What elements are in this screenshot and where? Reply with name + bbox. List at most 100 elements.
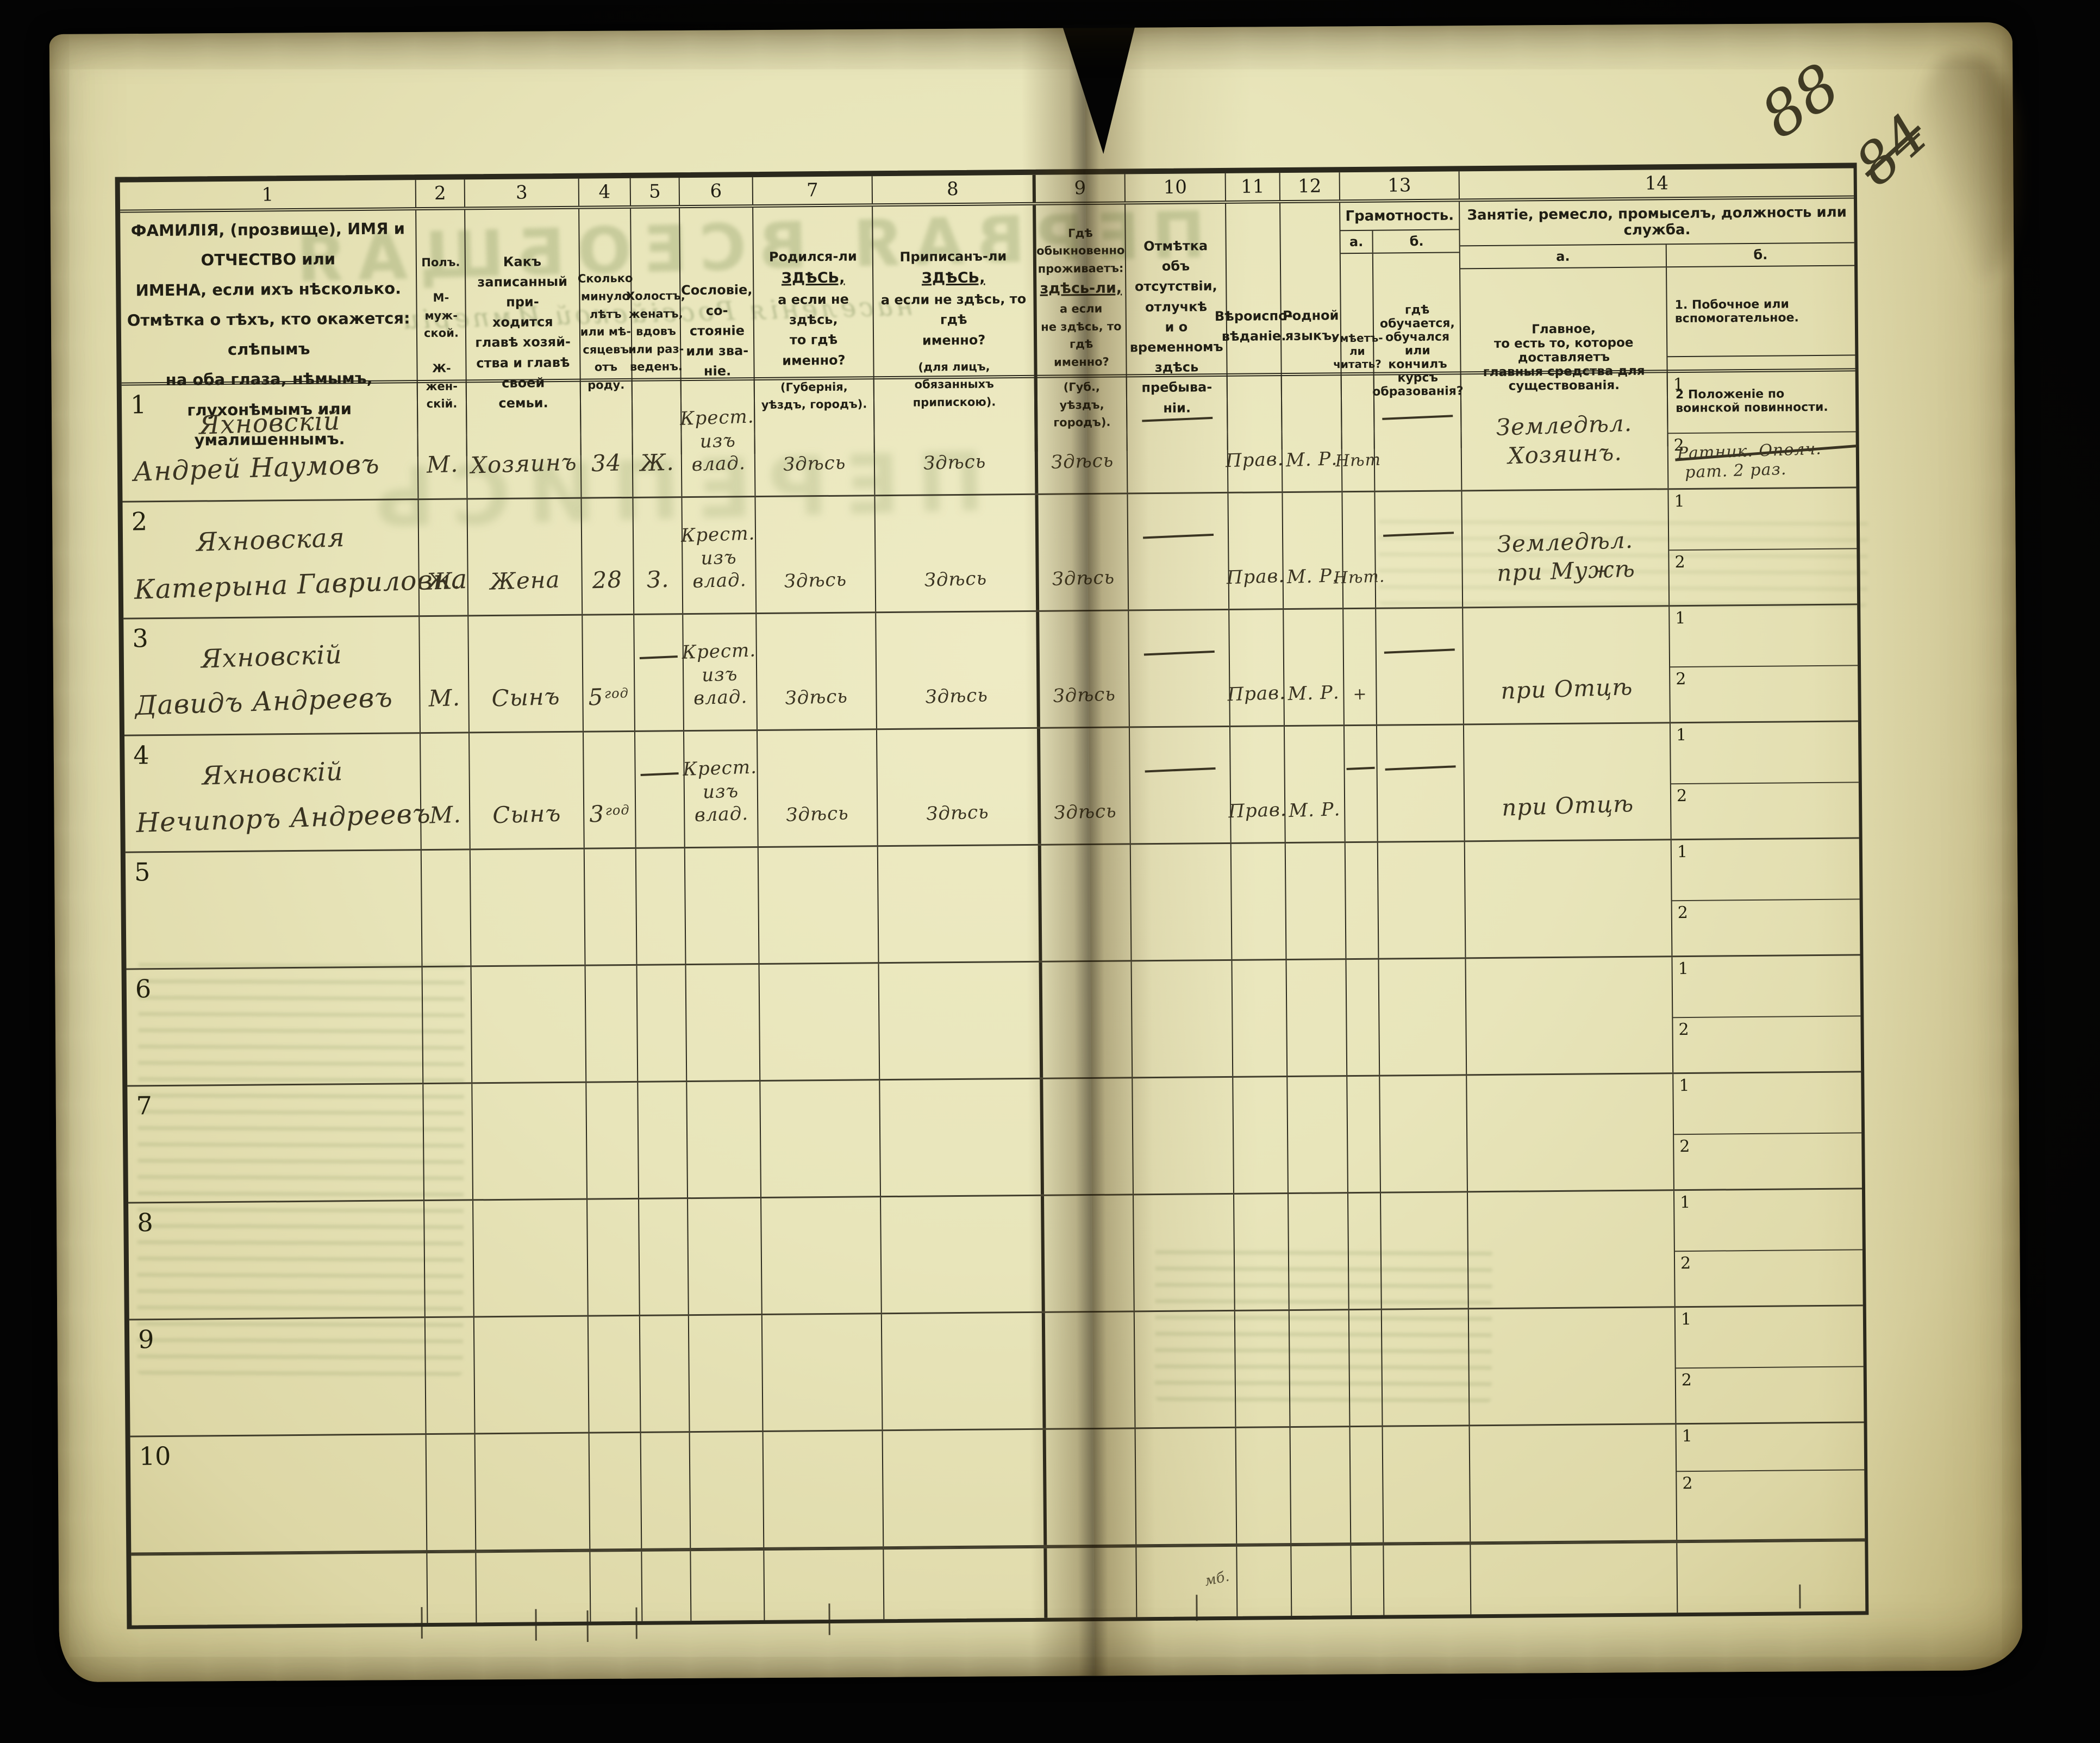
hw-education-dash bbox=[1383, 532, 1454, 537]
sub-label-2: 2 bbox=[1676, 670, 1686, 689]
occupation-sub-b-label: б. bbox=[1753, 247, 1768, 263]
hw-faith: Прав. bbox=[1228, 798, 1288, 823]
col-num-10: 10 bbox=[1125, 173, 1227, 202]
hw-literacy-dash bbox=[1346, 766, 1375, 771]
census-table: 1 2 3 4 5 6 7 8 9 10 11 12 13 14 ФАМИЛІЯ… bbox=[115, 163, 1869, 1629]
sub-label-2: 2 bbox=[1682, 1473, 1693, 1493]
hw-residence: Здѣсь bbox=[1053, 800, 1117, 824]
table-row: 8 1 2 bbox=[128, 1189, 1863, 1321]
sub-label-1: 1 bbox=[1674, 492, 1685, 511]
row-number: 1 bbox=[130, 390, 147, 420]
sub-label-2: 2 bbox=[1674, 553, 1685, 572]
page-corner-shadow bbox=[1914, 54, 2018, 284]
hw-surname: Яхновскій bbox=[201, 757, 343, 791]
col-num-7: 7 bbox=[753, 176, 873, 205]
hw-age: 34 bbox=[590, 449, 622, 477]
hw-marital-dash bbox=[640, 772, 679, 777]
hw-occupation: при Отцѣ bbox=[1501, 790, 1634, 821]
row-number: 10 bbox=[139, 1441, 171, 1471]
hw-residence: Здѣсь bbox=[1052, 683, 1116, 707]
hw-birthplace: Здѣсь bbox=[785, 685, 848, 710]
hw-residence: Здѣсь bbox=[1051, 449, 1114, 473]
hw-surname: Яхновскій bbox=[200, 640, 343, 674]
hw-faith: Прав. bbox=[1225, 448, 1285, 472]
hw-birthplace: Здѣсь bbox=[785, 802, 849, 826]
side-occupation-cell: 1 2 bbox=[1670, 722, 1859, 839]
row-number: 3 bbox=[132, 623, 149, 653]
col-num-5: 5 bbox=[630, 178, 680, 205]
hw-given-name: Катерына Гавриловна bbox=[133, 563, 468, 605]
sub-label-1: 1 bbox=[1679, 1076, 1690, 1096]
row-number: 2 bbox=[131, 507, 148, 536]
hw-estate: Крест. изъ влад. bbox=[683, 755, 758, 826]
sub-label-1: 1 bbox=[1678, 959, 1689, 979]
table-partial-row bbox=[131, 1540, 1866, 1626]
sub-label-1: 1 bbox=[1680, 1192, 1691, 1213]
hw-absence-dash bbox=[1145, 767, 1216, 773]
side-occupation-cell: 1 2 bbox=[1668, 488, 1857, 605]
col-num-14: 14 bbox=[1645, 172, 1669, 195]
sub-label-2: 2 bbox=[1679, 1137, 1690, 1157]
hw-occupation: при Отцѣ bbox=[1500, 673, 1633, 704]
row-number: 9 bbox=[138, 1325, 154, 1354]
hw-sex: М. bbox=[429, 801, 462, 829]
hw-literacy: Нѣт bbox=[1335, 450, 1382, 471]
sub-label-1: 1 bbox=[1677, 842, 1688, 862]
row-number: 8 bbox=[137, 1208, 153, 1238]
sub-label-2: 2 bbox=[1681, 1371, 1692, 1390]
table-row: 1 Яхновскій Андрей Наумовъ М. Хозяинъ 34… bbox=[121, 371, 1857, 503]
col-num-9: 9 bbox=[1035, 174, 1126, 202]
table-row: 3 Яхновскій Давидъ Андреевъ М. Сынъ 5 год… bbox=[123, 605, 1858, 736]
col-num-1: 1 bbox=[120, 180, 417, 210]
sub-label-1: 1 bbox=[1673, 375, 1684, 395]
hw-faith: Прав. bbox=[1227, 682, 1286, 706]
sub-label-1: 1 bbox=[1675, 609, 1686, 628]
hw-language: М. Р. bbox=[1285, 448, 1339, 472]
hw-given-name: Андрей Наумовъ bbox=[133, 448, 380, 488]
col-num-11: 11 bbox=[1226, 173, 1281, 201]
hw-language: М. Р. bbox=[1286, 565, 1339, 589]
table-row: 9 1 2 bbox=[129, 1306, 1864, 1438]
hw-relation: Сынъ bbox=[491, 683, 561, 712]
hw-estate: Крест. изъ влад. bbox=[682, 639, 757, 709]
hw-age: 28 bbox=[591, 566, 623, 594]
hw-given-name: Давидъ Андреевъ bbox=[134, 682, 393, 722]
hw-marital: Ж. bbox=[639, 448, 674, 477]
row-number: 4 bbox=[133, 740, 149, 770]
hw-faith: Прав. bbox=[1226, 565, 1285, 589]
hw-marital-dash bbox=[639, 655, 678, 660]
hw-registration: Здѣсь bbox=[923, 451, 987, 474]
sub-label-1: 1 bbox=[1676, 726, 1687, 745]
sub-label-2: 2 bbox=[1676, 786, 1688, 806]
hw-language: М. Р. bbox=[1288, 682, 1340, 705]
hw-literacy: + bbox=[1352, 684, 1368, 704]
col-num-2: 2 bbox=[416, 179, 466, 208]
hw-sex: М. bbox=[428, 684, 461, 712]
hw-surname: Яхновскій bbox=[198, 406, 341, 441]
hw-residence: Здѣсь bbox=[1051, 566, 1115, 590]
hw-marital: З. bbox=[646, 565, 670, 594]
hw-sex: Ж. bbox=[426, 567, 461, 595]
hw-absence-dash bbox=[1141, 416, 1212, 422]
table-row: 2 Яхновская Катерына Гавриловна Ж. Жена … bbox=[122, 488, 1858, 620]
sub-label-2: 2 bbox=[1677, 903, 1689, 923]
col-num-12: 12 bbox=[1280, 172, 1341, 201]
literacy-sub-b-label: б. bbox=[1409, 233, 1424, 249]
sub-label-2: 2 bbox=[1680, 1254, 1691, 1273]
side-occupation-cell: 1 2 Ратник. Ополч. рат. 2 раз. bbox=[1667, 371, 1857, 488]
col-num-8: 8 bbox=[872, 174, 1036, 204]
col-num-13: 13 bbox=[1340, 171, 1460, 200]
hw-relation: Хозяинъ bbox=[470, 448, 578, 479]
col-num-3: 3 bbox=[465, 178, 580, 207]
occupation-side-1: 1. Побочное или вспомогательное. bbox=[1667, 266, 1855, 358]
hw-estate: Крест. изъ влад. bbox=[680, 522, 756, 592]
hw-registration: Здѣсь bbox=[926, 801, 990, 825]
sub-label-1: 1 bbox=[1680, 1309, 1692, 1329]
occupation-sub-a-label: а. bbox=[1460, 245, 1667, 268]
sub-label-1: 1 bbox=[1682, 1426, 1692, 1446]
table-row: 7 1 2 bbox=[127, 1072, 1862, 1204]
literacy-sub-a-label: а. bbox=[1340, 230, 1373, 253]
hw-occupation: Земледѣл. при Мужѣ bbox=[1496, 526, 1636, 586]
hw-birthplace: Здѣсь bbox=[783, 452, 847, 476]
hw-absence-dash bbox=[1143, 650, 1215, 656]
